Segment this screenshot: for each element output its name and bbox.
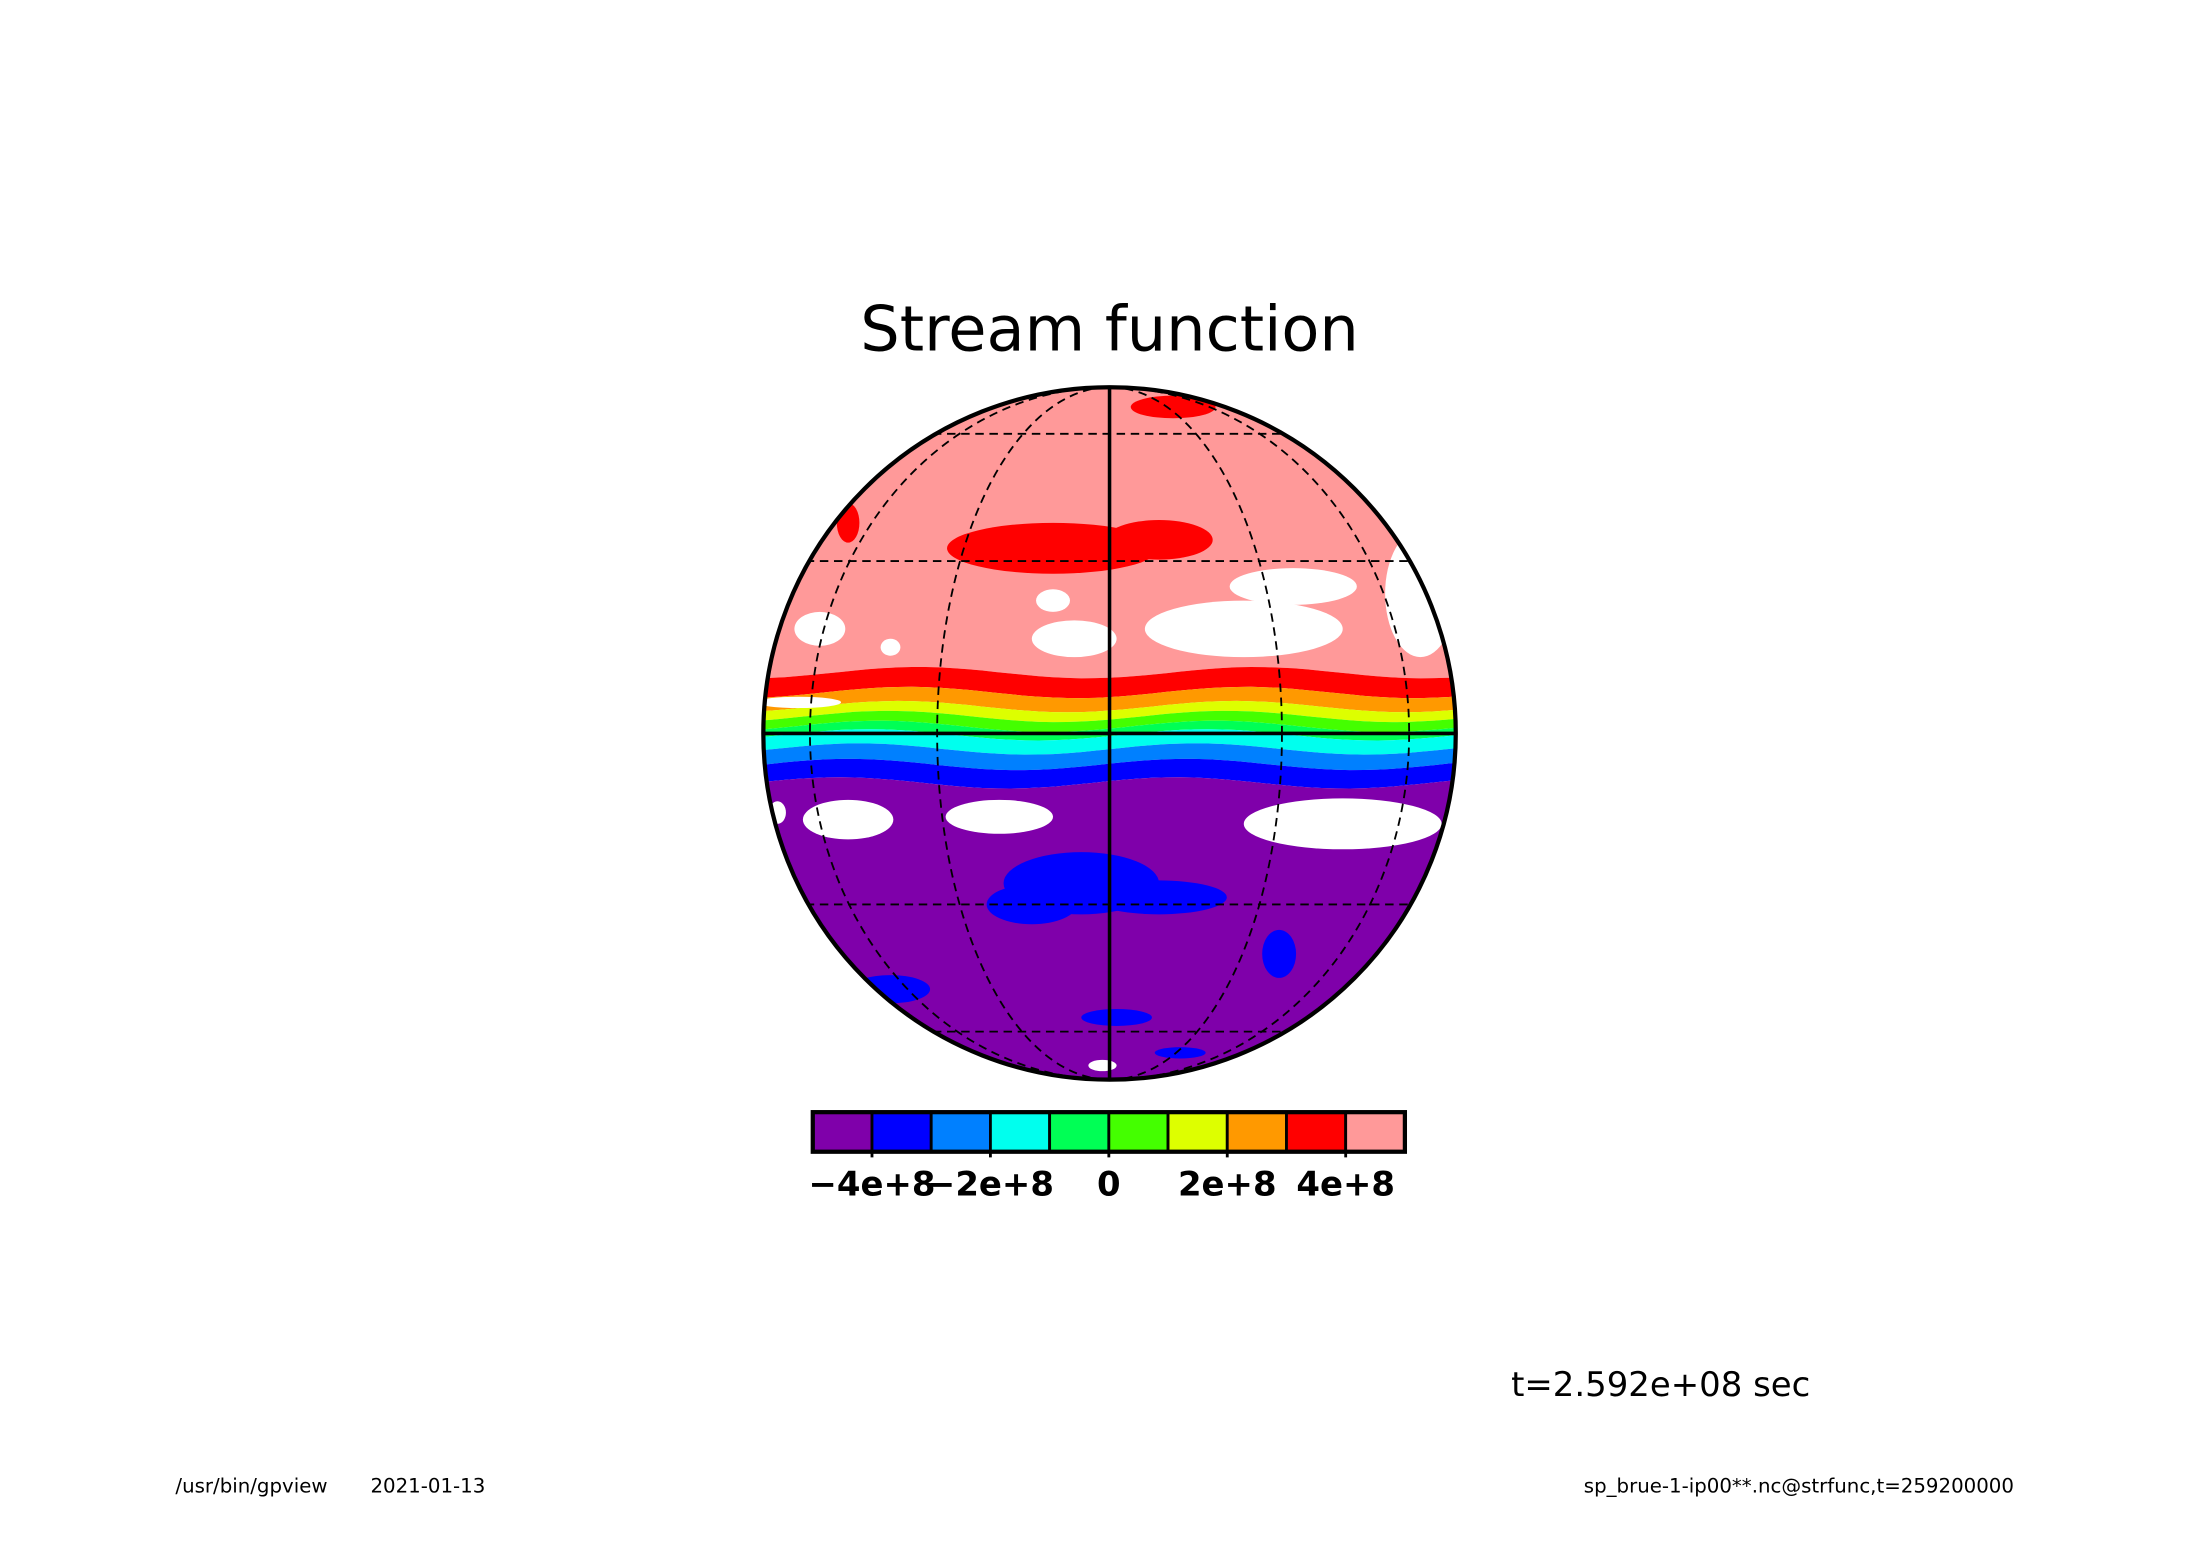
contour-patch [794, 611, 846, 646]
colorbar-tick-label: −2e+8 [927, 1165, 1054, 1204]
contour-patch [1243, 798, 1442, 850]
colorbar-tick-label: 4e+8 [1296, 1165, 1395, 1204]
contour-patch [1262, 929, 1297, 978]
graticule [761, 385, 1458, 1082]
contour-patch [1385, 529, 1456, 658]
colorbar-box [870, 1110, 933, 1154]
time-label: t=2.592e+08 sec [1511, 1365, 1810, 1404]
source: sp_brue-1-ip00**.nc@strfunc,t=259200000 [1584, 1474, 2014, 1497]
colorbar-box [1048, 1110, 1111, 1154]
contour-patch [763, 696, 842, 708]
chart-title: Stream function [860, 292, 1359, 365]
colorbar-tick-label: 0 [1097, 1165, 1121, 1204]
colorbar-box [929, 1110, 992, 1154]
contour-patch [1144, 600, 1343, 658]
colorbar-box [1225, 1110, 1288, 1154]
contour-patch [1154, 1047, 1206, 1059]
contour-patch [1036, 589, 1070, 612]
contour-patch [1091, 880, 1227, 915]
map [763, 387, 1456, 1080]
colorbar-tick-label: 2e+8 [1178, 1165, 1277, 1204]
contour-patch [1229, 568, 1357, 605]
colorbar-box [811, 1110, 874, 1154]
colorbar-tick-label: −4e+8 [808, 1165, 935, 1204]
contour-patch [1031, 620, 1117, 658]
colorbar-box [1344, 1110, 1407, 1154]
contour-patch [802, 799, 894, 840]
colorbar-box [1285, 1110, 1348, 1154]
colorbar-box [989, 1110, 1052, 1154]
contour-patch [880, 638, 901, 656]
program: /usr/bin/gpview [175, 1474, 327, 1497]
contour-patch [1088, 1059, 1117, 1072]
contour-patch [1105, 520, 1213, 560]
contour-patch [1081, 1008, 1152, 1026]
colorbar-box [1107, 1110, 1170, 1154]
colorbar: −4e+8−2e+8 0 2e+8 4e+8 [808, 1110, 1408, 1204]
date: 2021-01-13 [370, 1474, 485, 1497]
contour-patch [1130, 395, 1216, 419]
contour-patch [945, 799, 1054, 834]
colorbar-box [1166, 1110, 1229, 1154]
